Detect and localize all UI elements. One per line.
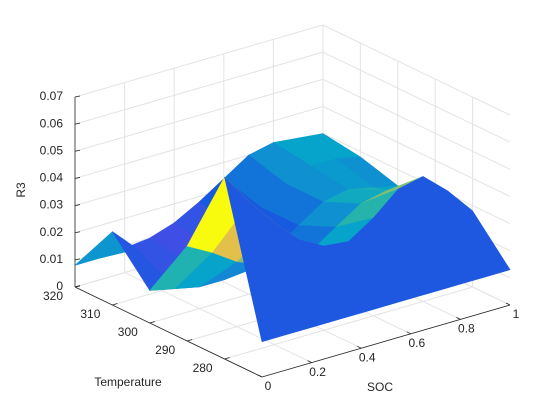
z-tick-label: 0.01 (40, 252, 64, 266)
z-tick-label: 0.05 (40, 143, 64, 157)
z-tick (74, 231, 81, 234)
x-tick-label: 1 (513, 307, 520, 321)
x-tick-label: 0.6 (408, 336, 425, 350)
surface-face (224, 176, 288, 343)
x-tick (257, 374, 263, 378)
z-tick-label: 0.06 (40, 116, 64, 130)
grid-line (74, 78, 324, 152)
z-tick (74, 204, 81, 206)
x-tick-label: 0.8 (458, 322, 475, 336)
x-axis-line (261, 304, 511, 378)
y-tick (187, 339, 193, 342)
tick-labels: 0 0.01 0.02 0.03 0.04 0.05 0.06 0.07 280 290 300 31… (40, 89, 520, 393)
y-tick-label: 320 (43, 289, 63, 303)
grid-line (74, 24, 324, 98)
grid-line (322, 133, 511, 225)
z-tick (74, 258, 81, 261)
x-tick (456, 317, 461, 320)
y-tick (112, 303, 118, 306)
z-tick-label: 0 (56, 279, 63, 293)
grid-line (322, 24, 511, 116)
z-tick (74, 95, 81, 98)
z-tick-label: 0.07 (40, 89, 64, 103)
x-tick (307, 360, 312, 363)
y-tick (74, 285, 81, 288)
surface (74, 133, 511, 343)
grid-line (224, 286, 473, 360)
y-tick (149, 321, 155, 324)
grid-line (322, 105, 511, 197)
z-tick-label: 0.02 (40, 225, 64, 239)
z-tick (74, 177, 81, 179)
y-axis-label: Temperature (94, 375, 162, 389)
z-tick-label: 0.04 (40, 171, 64, 185)
x-tick (357, 345, 362, 349)
z-tick (74, 149, 81, 152)
y-tick-label: 310 (80, 307, 100, 321)
x-tick (505, 302, 511, 306)
y-tick-label: 290 (155, 343, 175, 357)
z-tick (74, 122, 81, 125)
grid-line (322, 51, 511, 143)
y-tick-label: 280 (193, 361, 213, 375)
grid-line (74, 105, 324, 179)
y-tick-label: 300 (118, 325, 138, 339)
z-axis-label: R3 (14, 182, 28, 198)
x-axis-label: SOC (367, 380, 393, 394)
y-axis-line (74, 286, 263, 378)
x-tick (406, 331, 411, 335)
x-tick-label: 0.2 (309, 365, 326, 379)
grid-line (74, 51, 324, 125)
z-tick-label: 0.03 (40, 198, 64, 212)
x-tick-label: 0.4 (359, 350, 376, 364)
x-tick-label: 0 (265, 379, 272, 393)
grid-line (322, 78, 511, 170)
y-tick (224, 357, 230, 360)
